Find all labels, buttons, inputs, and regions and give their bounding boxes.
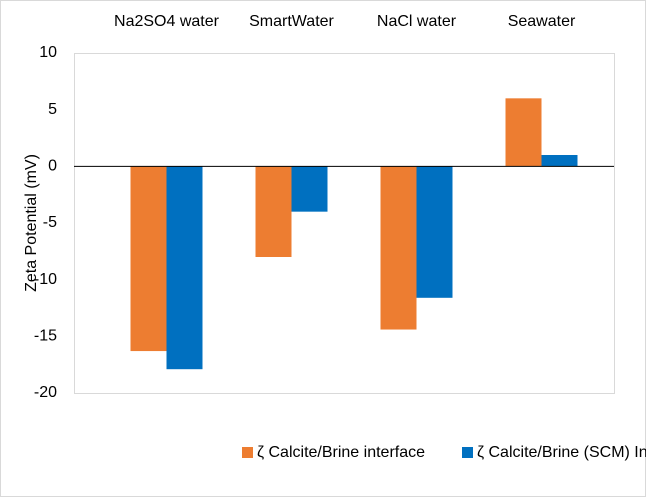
legend-swatch <box>242 447 253 458</box>
bar <box>291 166 328 212</box>
x-tick-label: SmartWater <box>249 13 334 30</box>
y-tick-label: -20 <box>34 384 57 401</box>
y-tick-label: 0 <box>48 158 57 175</box>
legend-label: ζ Calcite/Brine interface <box>257 444 425 461</box>
legend-swatch <box>462 447 473 458</box>
bar <box>130 166 167 352</box>
bar <box>505 98 542 167</box>
y-tick-label: -10 <box>34 271 57 288</box>
y-tick-label: 5 <box>48 101 57 118</box>
x-tick-label: Seawater <box>508 13 576 30</box>
bar <box>541 155 578 167</box>
y-tick-label: -5 <box>43 214 57 231</box>
y-axis-label: Zeta Potential (mV) <box>23 154 40 292</box>
y-tick-label: -15 <box>34 328 57 345</box>
bar <box>380 166 417 330</box>
y-tick-label: 10 <box>39 44 57 61</box>
bar <box>255 166 292 257</box>
legend-label: ζ Calcite/Brine (SCM) Interface <box>477 444 646 461</box>
bar <box>166 166 203 370</box>
x-tick-label: Na2SO4 water <box>114 13 220 30</box>
bar <box>416 166 453 298</box>
x-tick-label: NaCl water <box>377 13 457 30</box>
plot-frame <box>74 53 615 394</box>
